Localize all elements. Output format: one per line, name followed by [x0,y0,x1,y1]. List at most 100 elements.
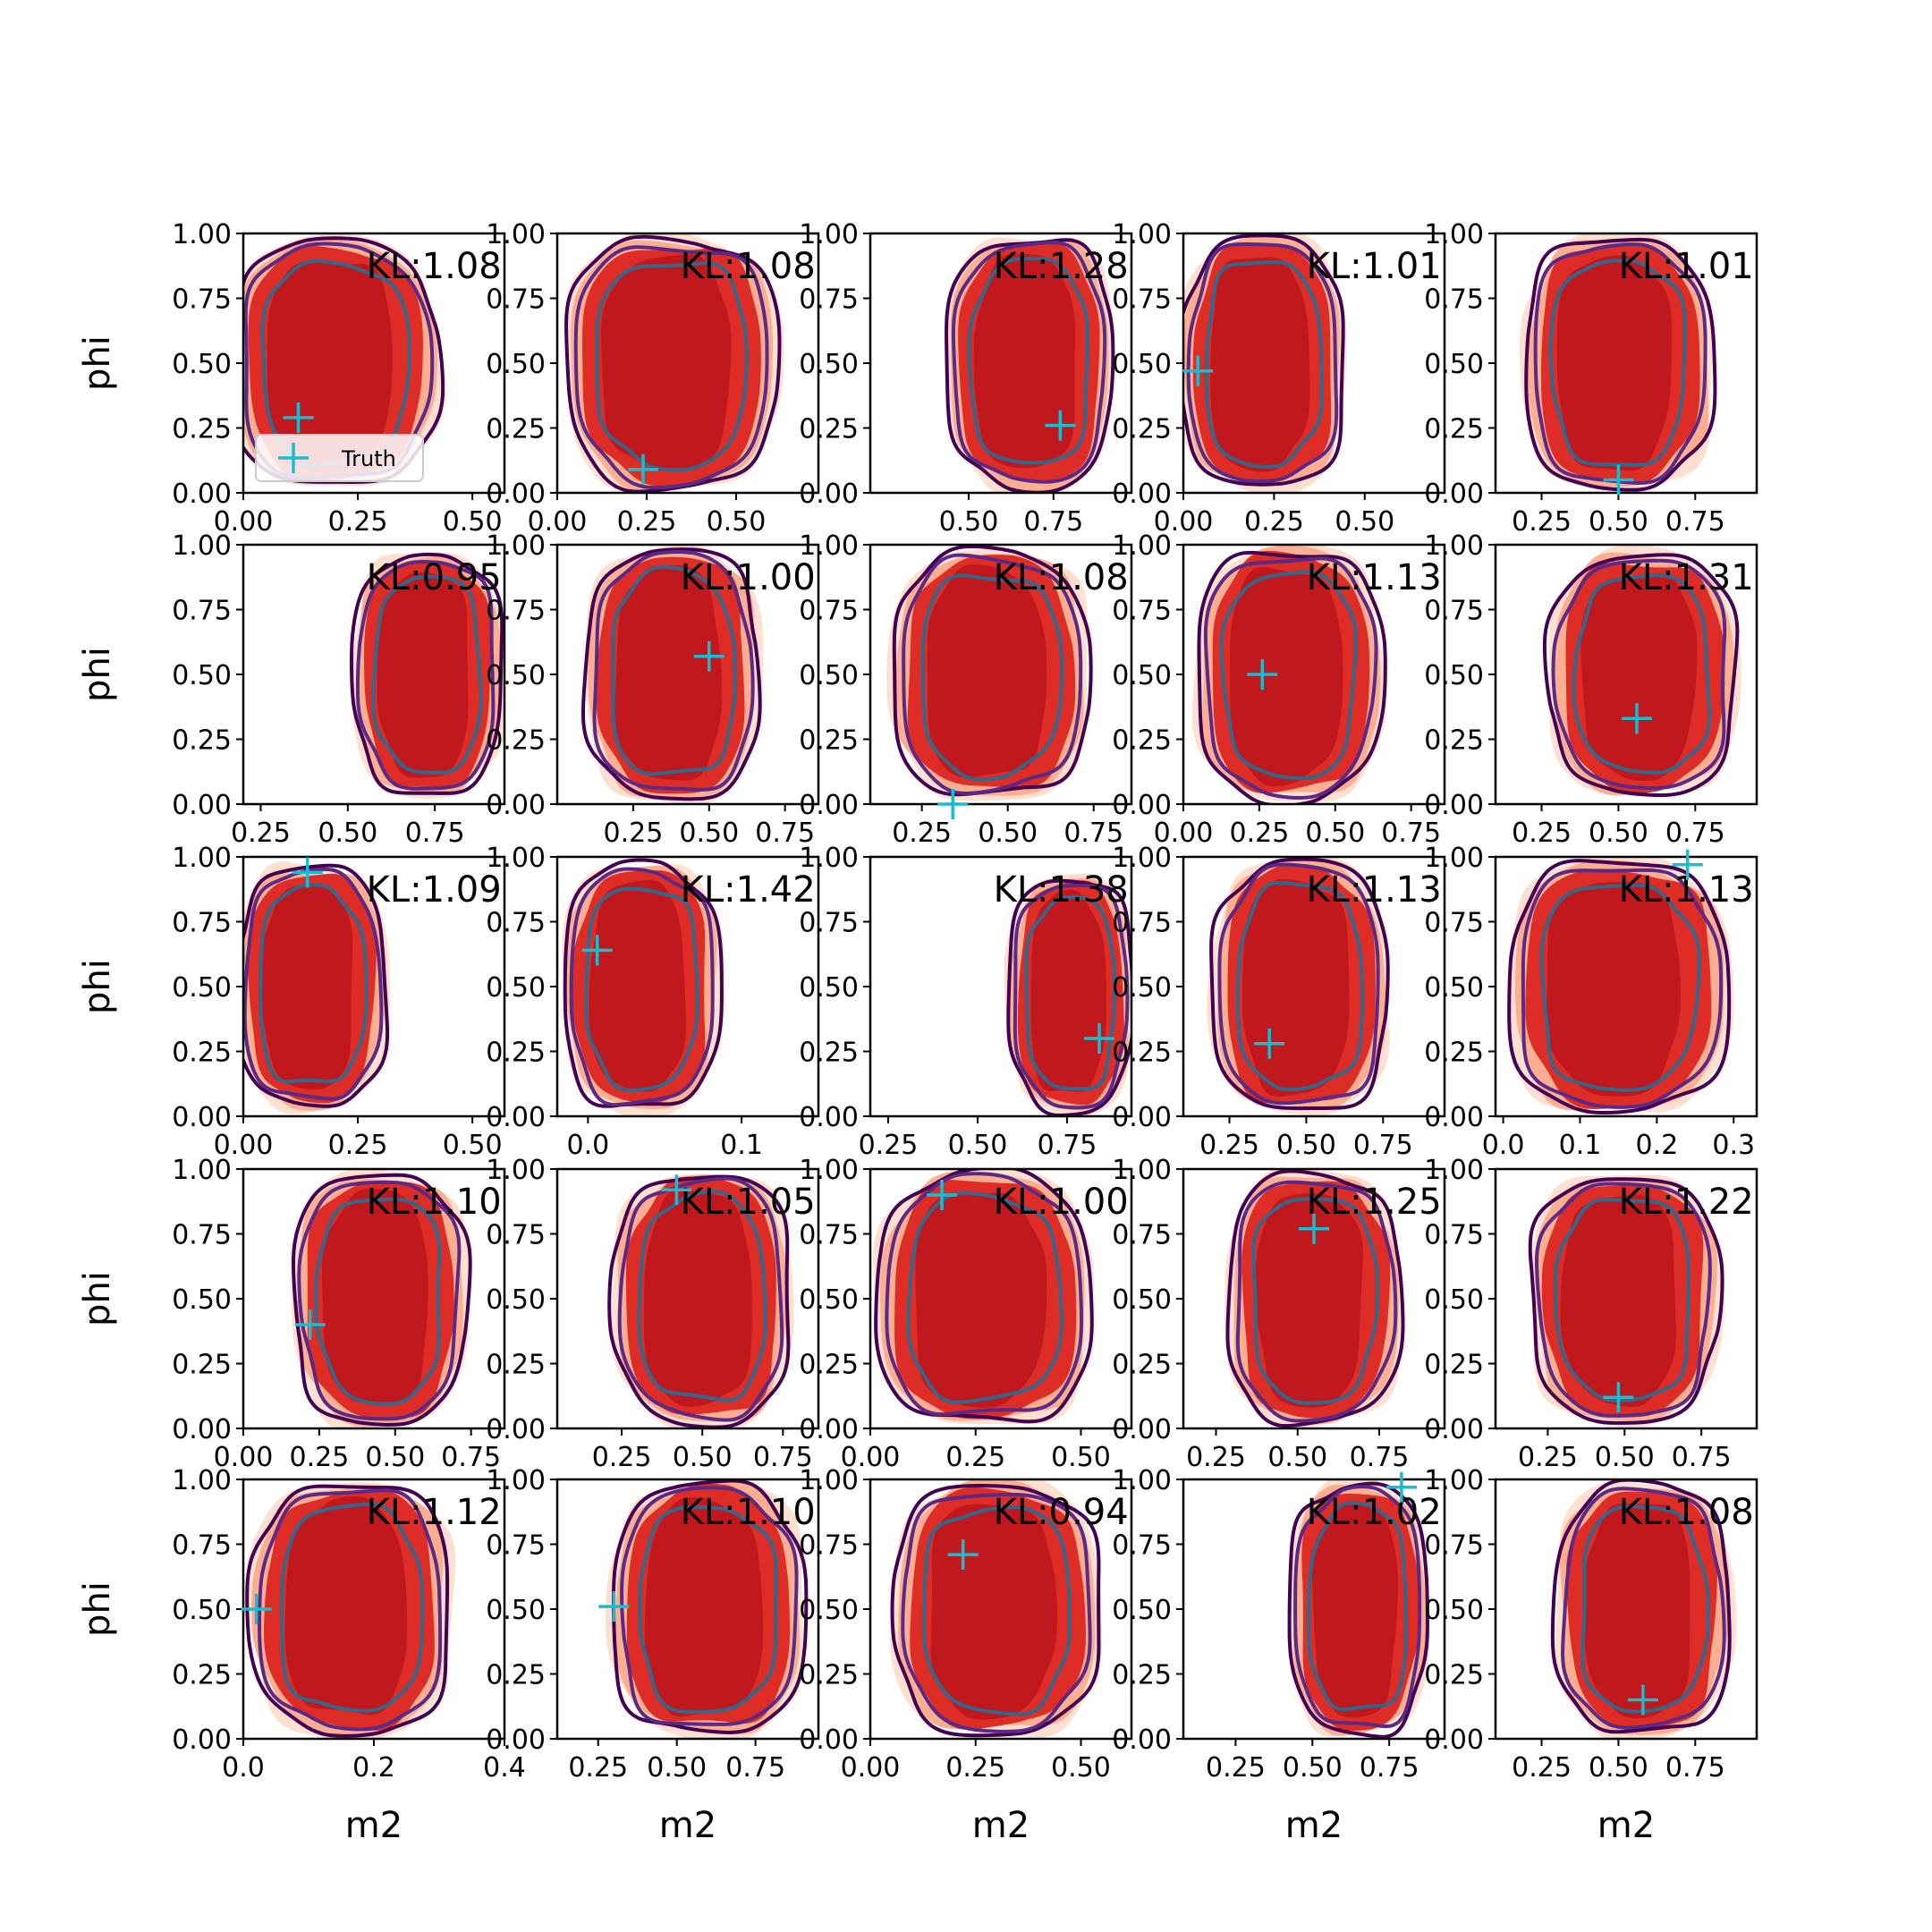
truth-marker [947,1539,979,1571]
y-tick-label: 0.75 [1112,284,1172,316]
density-fill-4 [589,879,687,1092]
contour-line-2 [951,241,1107,484]
contour-line-1 [1197,550,1387,804]
x-tick-label: 0.75 [1350,1442,1410,1473]
panel-5: 0.00 0.25 0.50 0.75 1.00 0.25 0.50 0.75 KL:1.01 [1424,219,1758,538]
y-axis-label: phi [77,647,118,702]
y-tick-label: 0.25 [172,1038,232,1069]
y-tick-label: 1.00 [172,843,232,874]
truth-marker [292,857,323,888]
y-tick-label: 0.50 [1424,1595,1484,1626]
x-tick-label: 0.25 [328,1130,388,1161]
x-tick-label: 0.75 [1665,818,1725,849]
y-tick-label: 0.50 [799,1284,859,1316]
kl-label: KL:1.09 [367,869,502,911]
x-tick-label: 0.75 [1381,818,1441,849]
plot-area [945,237,1115,493]
y-tick-label: 1.00 [799,843,859,874]
kl-label: KL:1.08 [994,557,1129,598]
y-tick-label: 0.25 [486,1038,546,1069]
y-tick-label: 0.00 [1112,1414,1172,1445]
legend: Truth [255,434,424,482]
x-tick-label: 0.00 [214,506,274,538]
truth-marker [1254,1028,1285,1059]
x-tick-label: 0.75 [1023,506,1083,538]
plot-area [243,861,390,1114]
contour-line-1 [1550,1479,1732,1734]
y-tick-label: 0.50 [172,349,232,380]
y-tick-label: 0.25 [1112,1660,1172,1691]
x-tick-label: 0.50 [978,818,1038,849]
density-fill-4 [644,1497,763,1717]
y-tick-label: 0.00 [486,1414,546,1445]
y-tick-label: 0.50 [799,349,859,380]
contour-line-3 [610,565,738,776]
x-tick-label: 0.00 [841,1752,901,1784]
truth-marker [1182,355,1214,386]
y-tick-label: 1.00 [1112,843,1172,874]
y-tick-label: 0.50 [1112,1595,1172,1626]
contour-line-1 [890,1484,1101,1738]
contour-line-3 [637,1504,778,1715]
x-tick-label: 0.75 [1672,1442,1732,1473]
truth-marker [1603,464,1634,496]
truth-marker [1385,1471,1417,1503]
y-tick-label: 0.75 [486,284,546,316]
truth-marker [937,789,969,819]
x-tick-label: 0.0 [222,1752,265,1784]
x-tick-label: 0.25 [1199,1130,1259,1161]
contour-line-2 [355,560,496,791]
x-tick-label: 0.50 [443,506,503,538]
contour-line-3 [1553,1198,1691,1402]
panel-25: 0.00 0.25 0.50 0.75 1.00 0.25 0.50 0.75 KL:1.08 m… [1424,1465,1758,1846]
panel-15: 0.000.250.500.751.000.0 0.1 0.2 0.3KL:1.13 [1424,843,1758,1161]
kl-label: KL:1.22 [1619,1182,1754,1223]
x-tick-label: 0.75 [1353,1130,1413,1161]
plot-area [1519,233,1717,492]
x-tick-label: 0.25 [603,818,663,849]
plot-area [607,1174,794,1428]
contour-line-3 [920,573,1064,782]
contour-line-1 [350,552,504,795]
x-tick-label: 0.00 [214,1130,274,1161]
y-tick-label: 0.50 [486,349,546,380]
plot-area [873,1169,1094,1425]
y-tick-label: 0.00 [799,479,859,510]
x-tick-label: 0.25 [231,818,291,849]
truth-marker [1084,1023,1114,1054]
density-fill-4 [915,1192,1047,1408]
y-tick-label: 0.25 [172,1350,232,1381]
kl-label: KL:1.05 [681,1182,816,1223]
panel-9: 0.00 0.25 0.50 0.75 1.00 0.00 0.25 0.50 0.75 KL:1… [1112,530,1446,849]
truth-marker [927,1180,958,1210]
y-tick-label: 0.00 [172,1102,232,1133]
contour-line-1 [1225,1169,1405,1428]
plot-area [1224,1169,1405,1428]
kl-label: KL:1.25 [1307,1182,1442,1223]
density-fill-4 [1560,1194,1676,1407]
y-tick-label: 1.00 [1424,219,1484,250]
contour-line-2 [1534,1182,1712,1418]
y-tick-label: 1.00 [1424,1465,1484,1496]
y-tick-label: 1.00 [1424,530,1484,562]
y-tick-label: 0.50 [1424,1284,1484,1316]
panel-21: 0.00 0.25 0.50 0.75 1.00 0.0 0.2 0.4 KL:1.12 phi m… [77,1465,526,1846]
x-tick-label: 0.4 [483,1752,526,1784]
y-tick-label: 0.75 [799,1530,859,1562]
contour-line-1 [291,1173,472,1427]
contour-line-3 [921,1504,1072,1716]
x-tick-label: 0.75 [1665,506,1725,538]
y-tick-label: 1.00 [799,1465,859,1496]
y-tick-label: 0.25 [486,1350,546,1381]
y-tick-label: 1.00 [1424,1155,1484,1186]
contour-line-2 [569,867,715,1107]
density-fill-4 [1255,1193,1363,1408]
contour-line-2 [1186,242,1339,484]
x-axis-label: m2 [345,1805,402,1846]
x-tick-label: 0.25 [568,1752,628,1784]
contour-line-2 [1203,556,1378,800]
x-tick-label: 0.75 [405,818,465,849]
truth-marker [1045,410,1076,441]
